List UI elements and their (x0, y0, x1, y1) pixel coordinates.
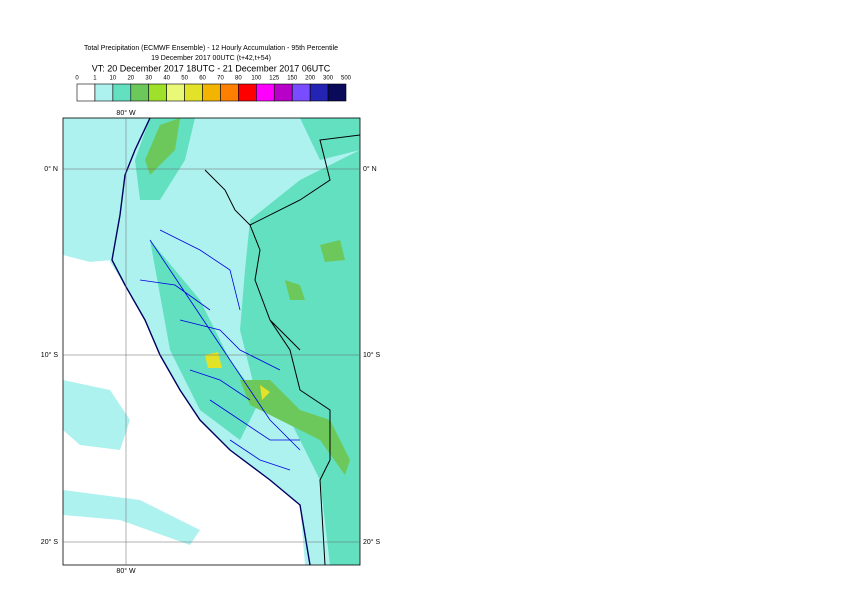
legend-swatch (130, 83, 150, 102)
legend-swatch (94, 83, 114, 102)
subtitle: 19 December 2017 00UTC (t+42,t+54) (151, 55, 271, 62)
lon-label: 80° W (116, 567, 136, 575)
lat-label: 0° N (44, 165, 58, 173)
legend-swatch (148, 83, 167, 102)
lon-label: 80° W (116, 109, 136, 117)
legend-label: 500 (341, 76, 352, 82)
legend-label: 80 (235, 76, 242, 82)
legend-label: 50 (181, 76, 188, 82)
legend-swatch (291, 83, 311, 102)
legend-label: 300 (323, 76, 334, 82)
map: 80° W 0° N 10° S 20° S 80° W 0° N 10° S … (41, 109, 381, 575)
title: Total Precipitation (ECMWF Ensemble) - 1… (84, 45, 338, 52)
lat-label: 10° S (41, 351, 59, 359)
legend-swatch (184, 83, 203, 102)
legend: 0 1 10 20 30 40 50 60 70 80 100 125 150 200 300 500 (75, 76, 352, 102)
legend-label: 1 (93, 76, 97, 82)
legend-swatch (256, 83, 275, 102)
lat-label: 20° S (363, 538, 381, 546)
legend-label: 150 (287, 76, 298, 82)
legend-label: 40 (163, 76, 170, 82)
legend-label: 60 (199, 76, 206, 82)
legend-swatch (327, 83, 347, 102)
legend-label: 100 (251, 76, 262, 82)
legend-swatch (202, 83, 221, 102)
legend-swatch (76, 83, 96, 102)
legend-label: 30 (145, 76, 152, 82)
legend-label: 70 (217, 76, 224, 82)
legend-swatch (112, 83, 132, 102)
lat-label: 0° N (363, 165, 377, 173)
valid-time: VT: 20 December 2017 18UTC - 21 December… (92, 63, 331, 73)
legend-swatch (309, 83, 329, 102)
legend-swatch (166, 83, 185, 102)
legend-label: 10 (110, 76, 117, 82)
legend-swatch (220, 83, 239, 102)
lat-label: 20° S (41, 538, 59, 546)
legend-label: 0 (75, 76, 79, 82)
legend-swatch (238, 83, 257, 102)
legend-label: 200 (305, 76, 316, 82)
legend-label: 125 (269, 76, 280, 82)
legend-swatch (273, 83, 293, 102)
legend-label: 20 (127, 76, 134, 82)
lat-label: 10° S (363, 351, 381, 359)
